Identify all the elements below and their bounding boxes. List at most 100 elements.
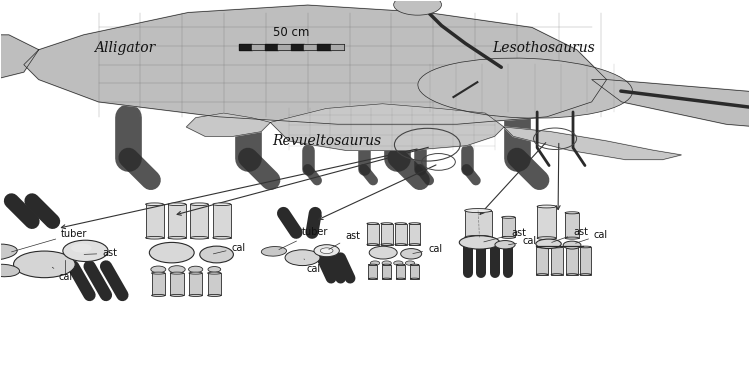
Ellipse shape bbox=[410, 264, 419, 266]
Bar bbox=[396, 265, 405, 279]
Ellipse shape bbox=[565, 212, 579, 214]
Bar bbox=[170, 273, 184, 296]
Ellipse shape bbox=[405, 261, 415, 265]
Ellipse shape bbox=[381, 223, 392, 225]
Ellipse shape bbox=[368, 278, 377, 279]
Polygon shape bbox=[186, 113, 271, 136]
Ellipse shape bbox=[320, 248, 333, 254]
Text: Alligator: Alligator bbox=[94, 41, 155, 55]
Ellipse shape bbox=[368, 264, 377, 266]
Text: cal: cal bbox=[304, 259, 320, 274]
Text: ast: ast bbox=[552, 227, 588, 242]
Ellipse shape bbox=[400, 249, 422, 259]
Bar bbox=[382, 265, 391, 279]
Bar bbox=[368, 265, 377, 279]
Polygon shape bbox=[504, 127, 681, 160]
Bar bbox=[367, 224, 379, 245]
Bar bbox=[208, 273, 221, 296]
Ellipse shape bbox=[370, 261, 380, 265]
Ellipse shape bbox=[151, 266, 166, 273]
Ellipse shape bbox=[566, 274, 578, 275]
Ellipse shape bbox=[580, 246, 591, 248]
Ellipse shape bbox=[208, 294, 221, 297]
Ellipse shape bbox=[146, 236, 164, 239]
Ellipse shape bbox=[285, 250, 320, 266]
Ellipse shape bbox=[381, 244, 392, 245]
Bar bbox=[189, 273, 202, 296]
Ellipse shape bbox=[314, 245, 339, 257]
Text: ast: ast bbox=[84, 248, 117, 258]
Ellipse shape bbox=[169, 266, 185, 273]
Bar bbox=[465, 211, 491, 237]
Ellipse shape bbox=[418, 58, 632, 118]
Text: tuber: tuber bbox=[279, 227, 328, 250]
Ellipse shape bbox=[367, 244, 379, 245]
Ellipse shape bbox=[537, 205, 556, 208]
Bar bbox=[551, 247, 562, 274]
Ellipse shape bbox=[189, 294, 202, 297]
Ellipse shape bbox=[208, 267, 220, 272]
Ellipse shape bbox=[465, 236, 491, 239]
Text: tuber: tuber bbox=[11, 229, 88, 252]
Ellipse shape bbox=[170, 294, 184, 297]
Bar bbox=[536, 247, 548, 274]
Ellipse shape bbox=[367, 223, 379, 225]
Ellipse shape bbox=[261, 246, 286, 256]
Ellipse shape bbox=[459, 236, 500, 249]
Ellipse shape bbox=[394, 0, 442, 15]
Polygon shape bbox=[0, 35, 39, 94]
Ellipse shape bbox=[410, 278, 419, 279]
Ellipse shape bbox=[465, 209, 491, 213]
Ellipse shape bbox=[13, 251, 75, 278]
Polygon shape bbox=[24, 5, 607, 124]
Bar bbox=[537, 207, 556, 238]
Ellipse shape bbox=[189, 272, 202, 274]
Ellipse shape bbox=[536, 239, 561, 249]
Ellipse shape bbox=[495, 240, 515, 249]
Ellipse shape bbox=[563, 241, 581, 249]
Ellipse shape bbox=[565, 237, 579, 239]
Ellipse shape bbox=[409, 223, 421, 225]
Ellipse shape bbox=[152, 272, 165, 274]
Ellipse shape bbox=[537, 237, 556, 240]
Bar bbox=[394, 224, 406, 245]
Ellipse shape bbox=[213, 236, 231, 239]
Ellipse shape bbox=[502, 216, 515, 218]
Ellipse shape bbox=[409, 244, 421, 245]
Bar bbox=[168, 204, 186, 238]
Bar bbox=[213, 204, 231, 238]
Ellipse shape bbox=[551, 246, 562, 248]
Ellipse shape bbox=[566, 246, 578, 248]
Text: ast: ast bbox=[328, 231, 360, 249]
Ellipse shape bbox=[536, 246, 548, 248]
Ellipse shape bbox=[152, 294, 165, 297]
Bar bbox=[190, 204, 208, 238]
Ellipse shape bbox=[536, 274, 548, 275]
Ellipse shape bbox=[394, 244, 406, 245]
Ellipse shape bbox=[168, 203, 186, 206]
Text: cal: cal bbox=[213, 243, 246, 254]
Text: 50 cm: 50 cm bbox=[273, 26, 310, 39]
Bar bbox=[381, 224, 392, 245]
Text: cal: cal bbox=[413, 244, 442, 254]
Text: cal: cal bbox=[576, 230, 608, 243]
Ellipse shape bbox=[208, 272, 221, 274]
Ellipse shape bbox=[396, 264, 405, 266]
Bar bbox=[152, 273, 165, 296]
Bar bbox=[580, 247, 591, 274]
Ellipse shape bbox=[71, 243, 92, 252]
Ellipse shape bbox=[394, 261, 403, 265]
Ellipse shape bbox=[502, 236, 515, 238]
Text: Revueltosaurus: Revueltosaurus bbox=[272, 134, 381, 148]
Polygon shape bbox=[592, 80, 750, 132]
Bar bbox=[566, 247, 578, 274]
Ellipse shape bbox=[396, 278, 405, 279]
Polygon shape bbox=[271, 104, 504, 150]
Ellipse shape bbox=[382, 278, 391, 279]
Ellipse shape bbox=[394, 223, 406, 225]
Text: cal: cal bbox=[509, 236, 536, 246]
Bar bbox=[409, 224, 421, 245]
Bar bbox=[502, 217, 515, 237]
Bar bbox=[565, 213, 579, 238]
Ellipse shape bbox=[213, 203, 231, 206]
